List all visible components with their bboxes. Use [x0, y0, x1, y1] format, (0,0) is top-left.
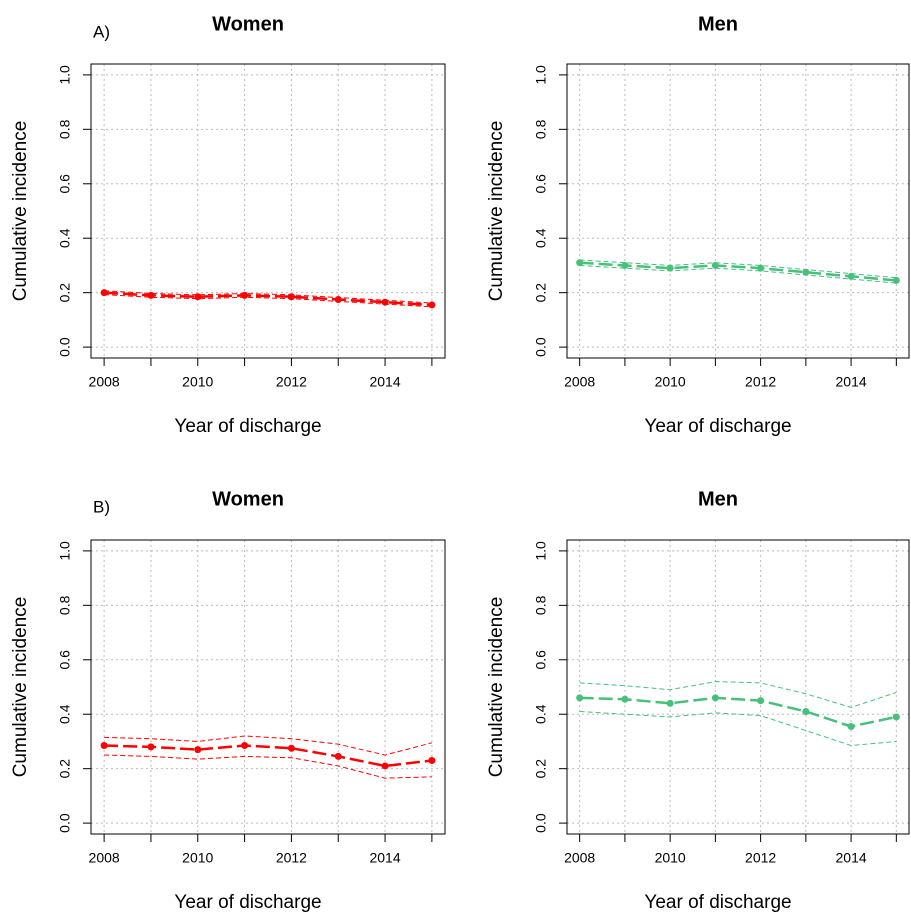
y-tick-label: 1.0: [57, 65, 73, 85]
panel-label: B): [93, 497, 110, 516]
x-tick-label: 2008: [564, 374, 595, 390]
data-point: [757, 264, 765, 272]
y-tick-label: 1.0: [533, 65, 549, 85]
data-point: [666, 699, 674, 707]
y-axis-title: Cumulative incidence: [10, 597, 31, 778]
data-point: [100, 742, 108, 750]
y-tick-label: 0.2: [57, 759, 73, 779]
data-point: [802, 708, 810, 715]
x-axis-title: Year of discharge: [174, 416, 321, 437]
x-tick-label: 2008: [89, 374, 120, 390]
panel-label: A): [93, 22, 110, 41]
series-line: [104, 291, 432, 307]
data-point: [241, 742, 249, 750]
chart-title: Men: [698, 488, 738, 510]
y-tick-label: 0.2: [533, 759, 549, 779]
series-line: [104, 294, 432, 308]
y-tick-label: 0.6: [57, 650, 73, 670]
data-point: [892, 276, 900, 284]
y-tick-label: 0.6: [57, 174, 73, 194]
y-tick-label: 0.0: [57, 813, 73, 833]
x-tick-label: 2012: [276, 850, 307, 866]
chart-title: Men: [698, 13, 738, 35]
series-line: [579, 681, 897, 708]
y-axis-title: Cumulative incidence: [486, 121, 507, 302]
x-tick-label: 2010: [182, 850, 213, 866]
data-point: [757, 697, 765, 705]
y-tick-label: 1.0: [57, 541, 73, 561]
x-tick-label: 2014: [369, 374, 400, 390]
y-axis-title: Cumulative incidence: [10, 121, 31, 302]
y-tick-label: 0.8: [57, 119, 73, 139]
x-tick-label: 2014: [836, 374, 867, 390]
data-point: [428, 757, 436, 764]
y-tick-label: 0.8: [533, 119, 549, 139]
data-point: [711, 261, 719, 269]
y-tick-label: 0.8: [57, 595, 73, 615]
y-tick-label: 0.0: [57, 337, 73, 357]
data-point: [802, 268, 810, 276]
x-tick-label: 2014: [836, 850, 867, 866]
x-axis-title: Year of discharge: [644, 892, 791, 913]
x-tick-label: 2012: [276, 374, 307, 390]
series-line: [104, 754, 432, 779]
data-point: [147, 743, 155, 751]
x-tick-label: 2012: [745, 374, 776, 390]
series-line: [579, 696, 897, 728]
data-point: [576, 259, 584, 267]
plot-frame: [566, 63, 910, 359]
plot-frame: [566, 539, 910, 835]
data-point: [892, 713, 900, 721]
plot-frame: [90, 63, 446, 359]
chart-title: Women: [212, 488, 284, 510]
y-tick-label: 0.4: [57, 228, 73, 248]
y-tick-label: 0.2: [57, 283, 73, 303]
series-line: [579, 259, 897, 279]
series-line: [579, 261, 897, 282]
y-tick-label: 0.4: [533, 704, 549, 724]
y-axis-title: Cumulative incidence: [486, 597, 507, 778]
x-tick-label: 2014: [369, 850, 400, 866]
y-tick-label: 0.6: [533, 174, 549, 194]
x-tick-label: 2010: [182, 374, 213, 390]
data-point: [621, 261, 629, 269]
y-tick-label: 1.0: [533, 541, 549, 561]
y-tick-label: 0.4: [533, 228, 549, 248]
data-point: [847, 722, 855, 730]
x-tick-label: 2008: [89, 850, 120, 866]
y-tick-label: 0.8: [533, 595, 549, 615]
series-line: [579, 264, 897, 284]
y-tick-label: 0.0: [533, 337, 549, 357]
data-point: [287, 744, 295, 752]
y-tick-label: 0.0: [533, 813, 549, 833]
series-line: [579, 711, 897, 747]
data-point: [381, 762, 389, 770]
data-point: [194, 746, 202, 754]
plot-frame: [90, 539, 446, 835]
x-tick-label: 2010: [655, 374, 686, 390]
y-tick-label: 0.6: [533, 650, 549, 670]
data-point: [711, 694, 719, 702]
series-line: [104, 290, 432, 304]
y-tick-label: 0.2: [533, 283, 549, 303]
series-line: [104, 744, 433, 768]
data-point: [428, 301, 436, 309]
x-tick-label: 2012: [745, 850, 776, 866]
data-point: [334, 752, 342, 760]
series-line: [104, 735, 433, 756]
data-point: [576, 694, 584, 702]
x-tick-label: 2008: [564, 850, 595, 866]
x-tick-label: 2010: [655, 850, 686, 866]
data-point: [666, 264, 674, 272]
y-tick-label: 0.4: [57, 704, 73, 724]
chart-title: Women: [212, 13, 284, 35]
data-point: [621, 695, 629, 703]
x-axis-title: Year of discharge: [644, 416, 791, 437]
data-point: [847, 272, 855, 280]
x-axis-title: Year of discharge: [174, 892, 321, 913]
